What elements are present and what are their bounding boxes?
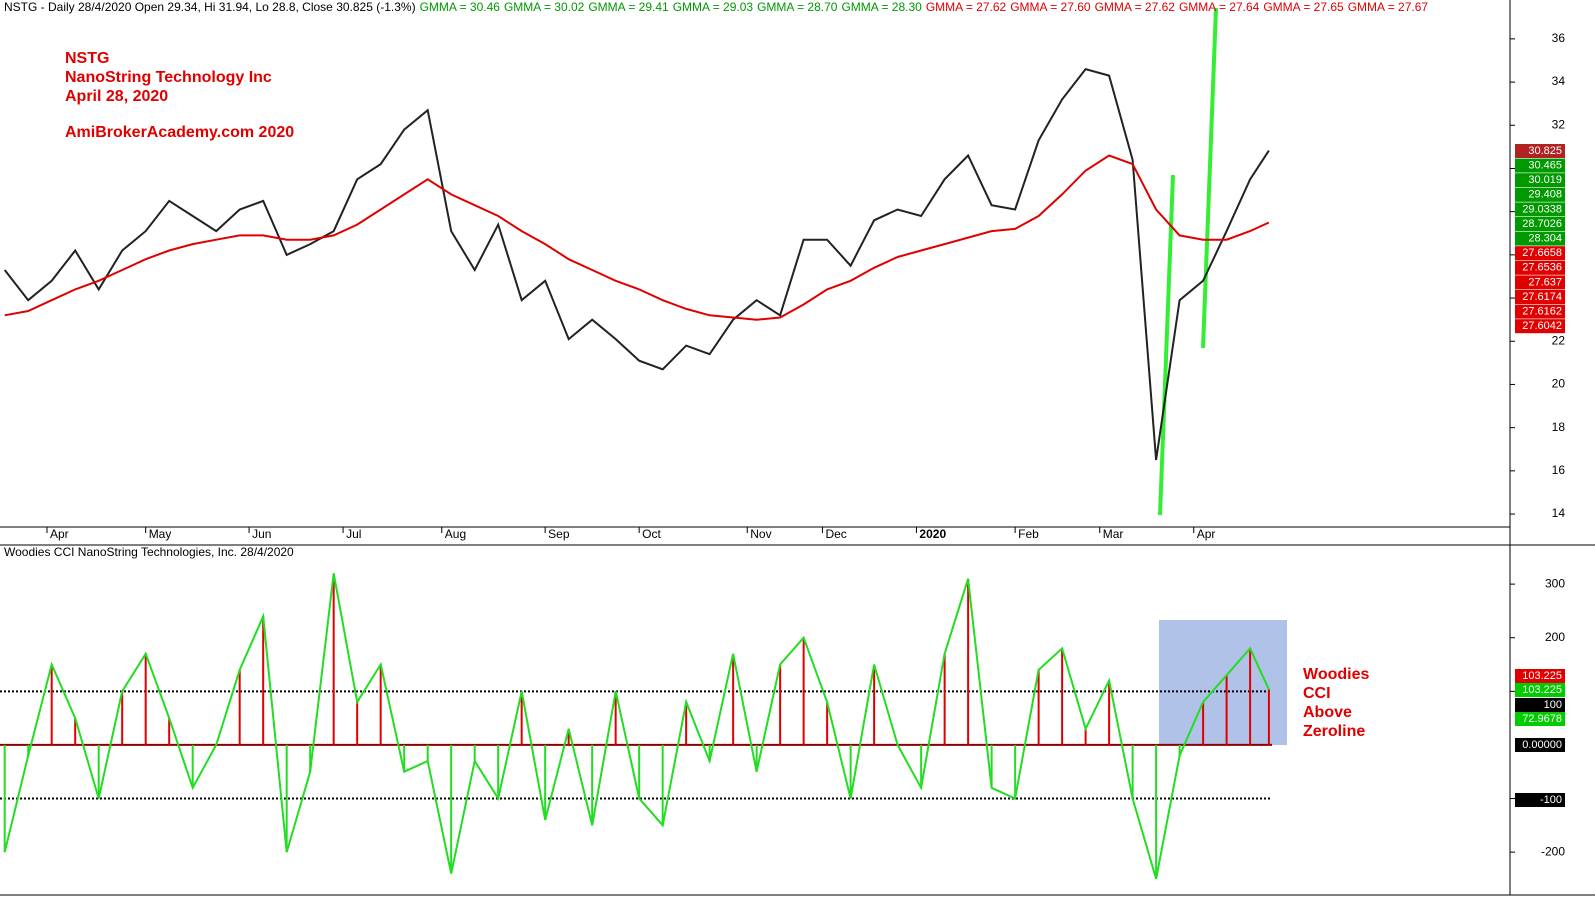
annotation: AmiBrokerAcademy.com 2020 [65, 124, 294, 141]
x-tick-label: Feb [1018, 527, 1039, 541]
value-tag [1515, 275, 1565, 290]
x-tick-label: Oct [642, 527, 661, 541]
value-tag [1515, 231, 1565, 246]
value-tag-label: 103.225 [1522, 670, 1562, 682]
x-tick-label: May [149, 527, 172, 541]
y-tick-label: 36 [1552, 31, 1566, 45]
value-tag-label: 28.7026 [1522, 218, 1562, 230]
annotation: Woodies [1303, 666, 1369, 683]
value-tag [1515, 202, 1565, 217]
x-tick-label: Apr [50, 527, 69, 541]
y-tick-label: 200 [1545, 630, 1565, 644]
value-tag-label: 27.6536 [1522, 262, 1562, 274]
value-tag [1515, 683, 1565, 697]
value-tag [1515, 712, 1565, 726]
value-tag [1515, 217, 1565, 231]
y-tick-label: 16 [1552, 463, 1566, 477]
x-tick-label: Sep [548, 527, 570, 541]
value-tag-label: 100 [1544, 699, 1562, 711]
x-tick-label: Nov [750, 527, 771, 541]
value-tag [1515, 738, 1565, 752]
value-tag [1515, 187, 1565, 202]
value-tag [1515, 669, 1565, 683]
annotation: April 28, 2020 [65, 88, 168, 105]
value-tag-label: 103.225 [1522, 684, 1562, 696]
gmma-label: GMMA = 30.02 [504, 0, 585, 14]
value-tag-label: 72.9678 [1522, 713, 1562, 725]
y-tick-label: 300 [1545, 576, 1565, 590]
gmma-label: GMMA = 27.62 [926, 0, 1007, 14]
trend-line [1158, 174, 1175, 516]
header-text: NSTG - Daily 28/4/2020 Open 29.34, Hi 31… [4, 0, 416, 14]
value-tag [1515, 319, 1565, 334]
annotation: Above [1303, 704, 1352, 721]
value-tag [1515, 793, 1565, 807]
value-tag [1515, 260, 1565, 275]
y-tick-label: 14 [1552, 506, 1566, 520]
value-tag [1515, 290, 1565, 304]
cci-line [3, 573, 1270, 880]
value-tag-label: 28.304 [1528, 233, 1562, 245]
gmma-label: GMMA = 27.65 [1263, 0, 1344, 14]
highlight-box [1159, 620, 1287, 745]
annotation: Zeroline [1303, 723, 1365, 740]
x-tick-label: Dec [825, 527, 846, 541]
trend-line [1201, 7, 1218, 349]
value-tag [1515, 158, 1565, 173]
value-tag [1515, 144, 1565, 158]
value-tag-label: 27.6162 [1522, 306, 1562, 318]
price-line [4, 154, 1270, 321]
value-tag-label: -100 [1540, 794, 1562, 806]
gmma-label: GMMA = 29.41 [588, 0, 669, 14]
annotation: CCI [1303, 685, 1331, 702]
value-tag [1515, 246, 1565, 261]
gmma-label: GMMA = 27.64 [1179, 0, 1260, 14]
value-tag-label: 27.637 [1528, 276, 1562, 288]
gmma-label: GMMA = 27.67 [1348, 0, 1429, 14]
value-tag-label: 29.0338 [1522, 203, 1562, 215]
gmma-label: GMMA = 27.62 [1095, 0, 1176, 14]
annotation: NanoString Technology Inc [65, 69, 272, 86]
header-text: Woodies CCI NanoString Technologies, Inc… [4, 545, 294, 559]
value-tag-label: 30.019 [1528, 174, 1562, 186]
value-tag [1515, 173, 1565, 188]
gmma-label: GMMA = 29.03 [673, 0, 754, 14]
x-tick-label: Jul [346, 527, 361, 541]
y-tick-label: 20 [1552, 377, 1566, 391]
y-tick-label: 34 [1552, 74, 1566, 88]
panel-header: Woodies CCI NanoString Technologies, Inc… [4, 545, 294, 559]
value-tag-label: 30.465 [1528, 160, 1562, 172]
price-line [3, 67, 1270, 461]
x-tick-label: 2020 [919, 527, 946, 541]
x-tick-label: Mar [1103, 527, 1124, 541]
gmma-label: GMMA = 28.30 [841, 0, 922, 14]
value-tag [1515, 698, 1565, 712]
x-tick-label: Aug [445, 527, 466, 541]
panel-header: NSTG - Daily 28/4/2020 Open 29.34, Hi 31… [4, 0, 1428, 14]
value-tag-label: 27.6658 [1522, 247, 1562, 259]
y-tick-label: 18 [1552, 420, 1566, 434]
value-tag-label: 29.408 [1528, 189, 1562, 201]
gmma-label: GMMA = 27.60 [1010, 0, 1091, 14]
y-tick-label: -200 [1541, 844, 1565, 858]
value-tag-label: 27.6042 [1522, 320, 1562, 332]
value-tag [1515, 304, 1565, 319]
annotation: NSTG [65, 50, 109, 67]
value-tag-label: 30.825 [1528, 145, 1562, 157]
value-tag-label: 27.6174 [1522, 291, 1562, 303]
value-tag-label: 0.00000 [1522, 739, 1562, 751]
y-tick-label: 22 [1552, 333, 1566, 347]
gmma-label: GMMA = 28.70 [757, 0, 838, 14]
x-tick-label: Jun [252, 527, 271, 541]
x-tick-label: Apr [1197, 527, 1216, 541]
y-tick-label: 32 [1552, 117, 1566, 131]
gmma-label: GMMA = 30.46 [420, 0, 501, 14]
